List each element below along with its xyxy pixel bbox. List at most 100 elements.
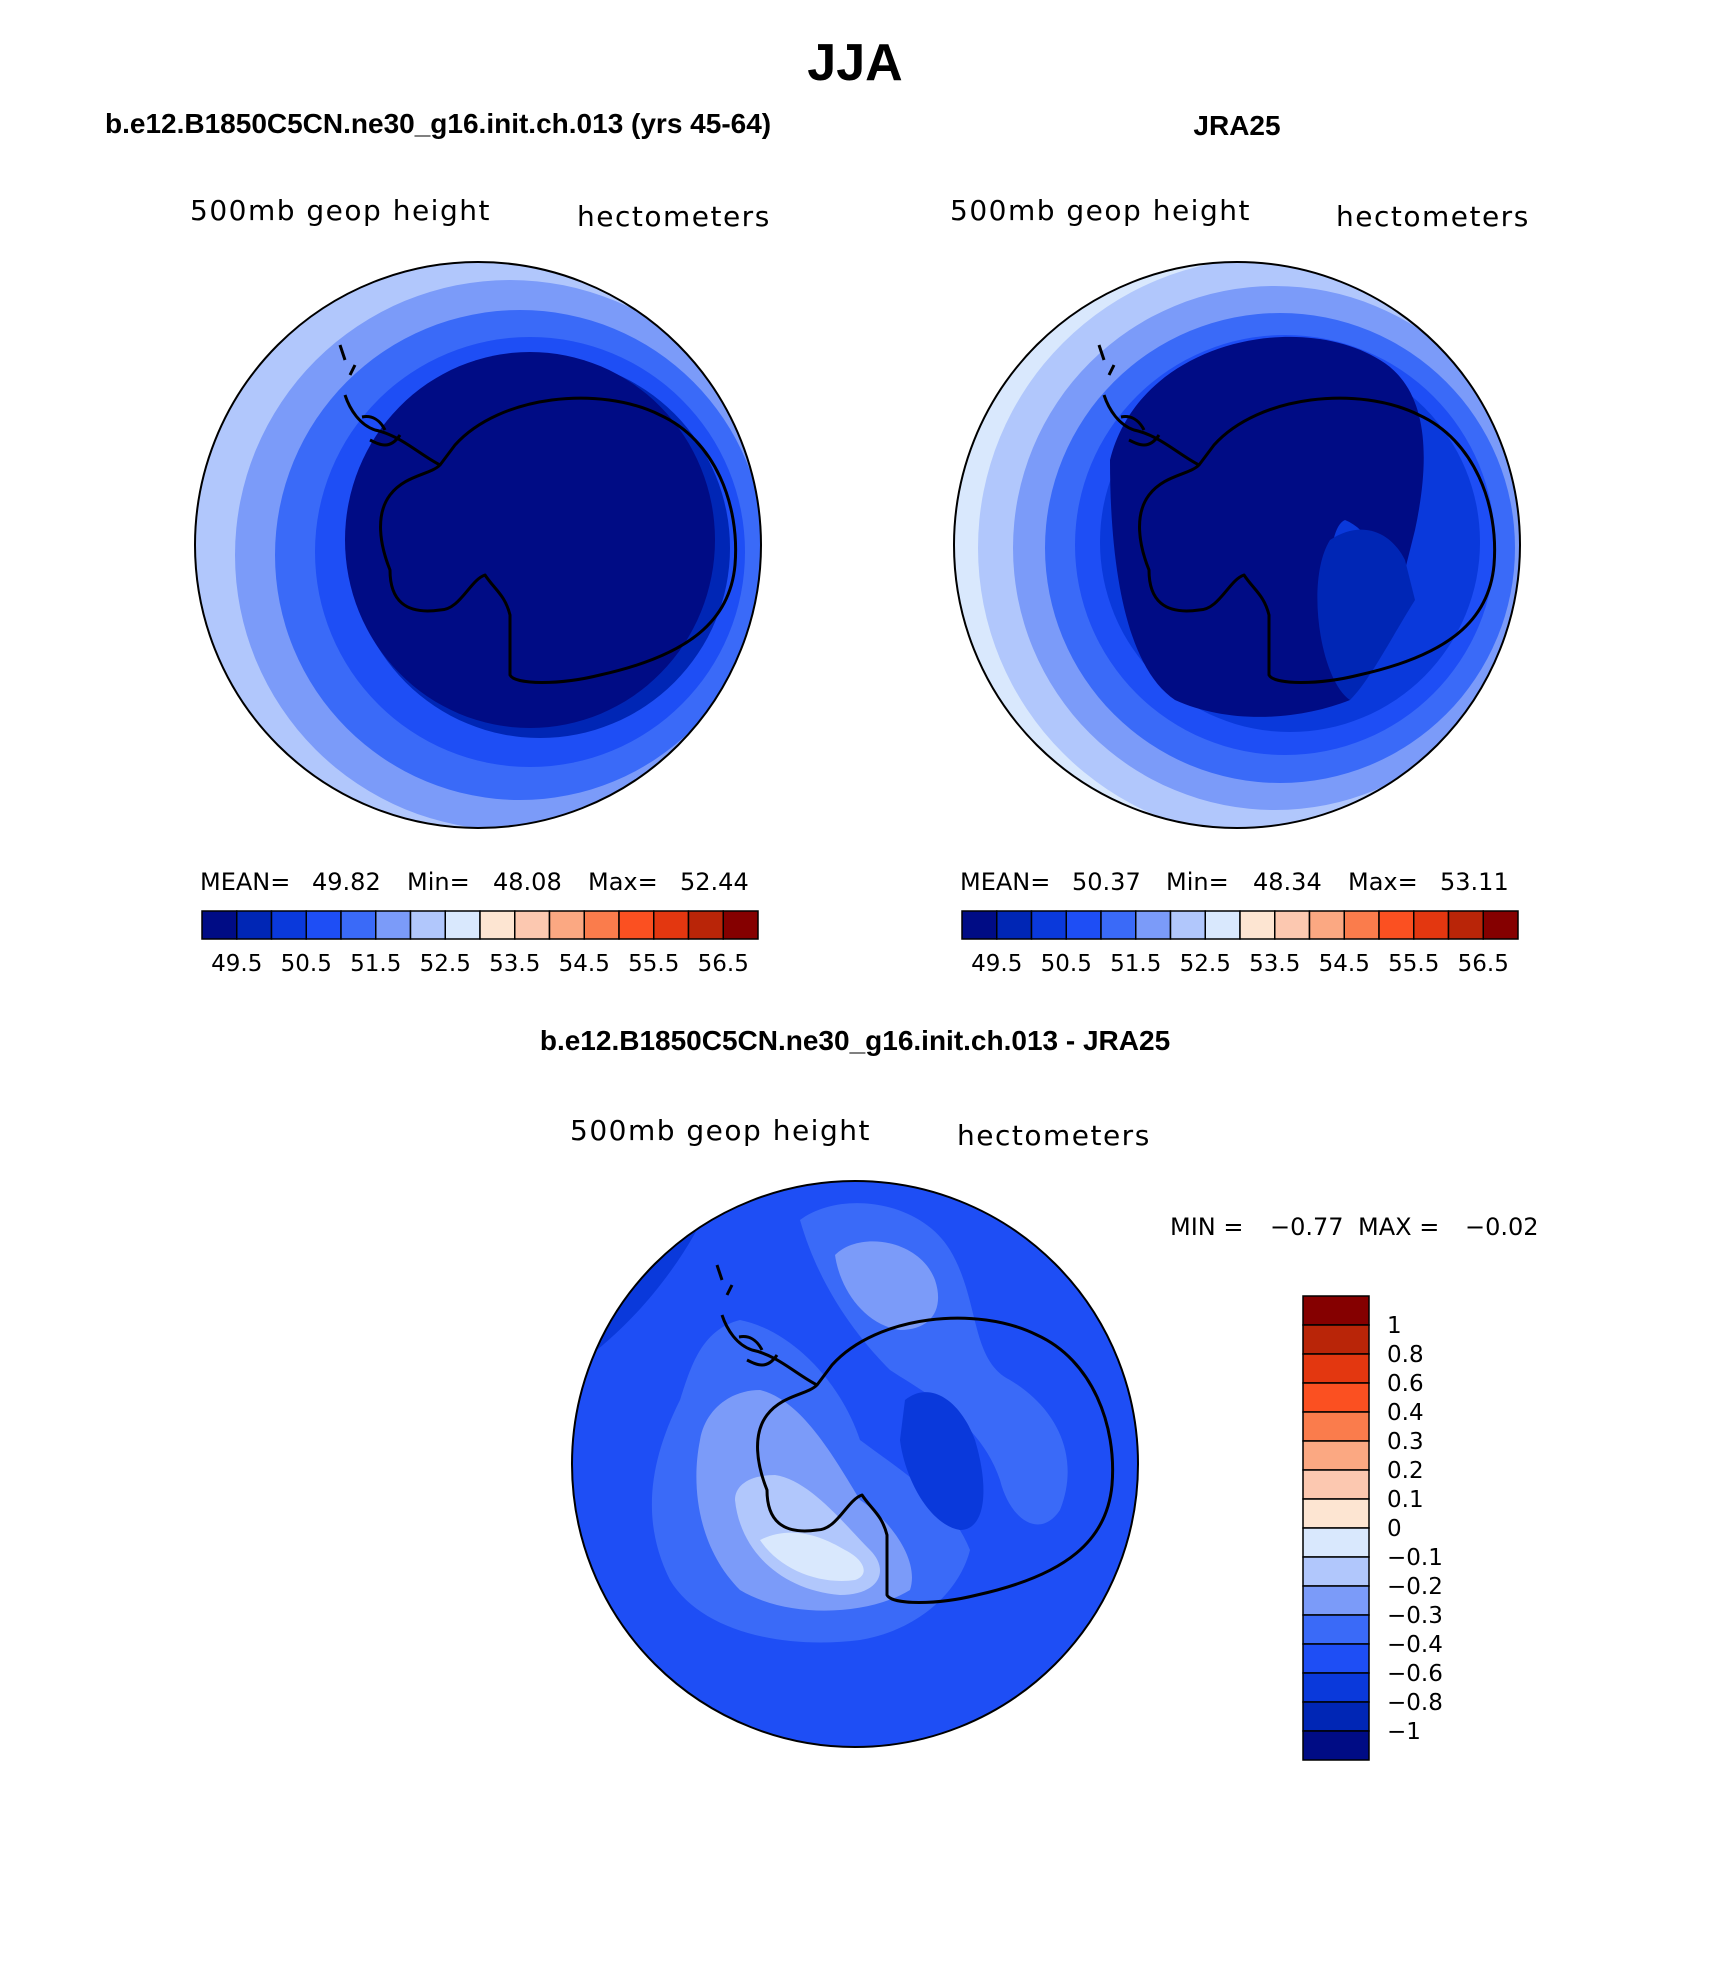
diff-max-value: −0.02 — [1465, 1213, 1539, 1241]
colorbar-diff — [1302, 1295, 1370, 1761]
colorbar-tick-label: −0.6 — [1387, 1661, 1443, 1687]
colorbar-swatch — [1302, 1324, 1370, 1355]
colorbar-swatch — [1302, 1672, 1370, 1703]
colorbar-tick-label: 1 — [1387, 1313, 1402, 1339]
stat-min-value: 48.34 — [1253, 868, 1322, 896]
panel-diff: b.e12.B1850C5CN.ne30_g16.init.ch.013 - J… — [540, 1025, 1539, 1761]
colorbar-tick-label: 50.5 — [281, 951, 332, 977]
panel-obs-unit-label: hectometers — [1336, 200, 1530, 233]
colorbar-tick-label: 0.8 — [1387, 1342, 1424, 1368]
colorbar-swatch — [1447, 910, 1484, 940]
colorbar-swatch — [201, 910, 238, 940]
colorbar-swatch — [722, 910, 759, 940]
colorbar-swatch — [1302, 1585, 1370, 1616]
polar-map-obs — [954, 262, 1520, 828]
panel-diff-field-label: 500mb geop height — [570, 1114, 871, 1147]
colorbar-tick-label: −0.1 — [1387, 1545, 1443, 1571]
colorbar-tick-label: 49.5 — [211, 951, 262, 977]
map-boundary-obs — [953, 261, 1521, 829]
colorbar-swatch — [1302, 1440, 1370, 1471]
colorbar-swatch — [996, 910, 1033, 940]
colorbar-swatch — [236, 910, 273, 940]
panel-model-title: b.e12.B1850C5CN.ne30_g16.init.ch.013 (yr… — [105, 108, 771, 139]
stat-mean-value: 50.37 — [1072, 868, 1141, 896]
figure-title: JJA — [807, 34, 902, 92]
colorbar-swatch — [1065, 910, 1102, 940]
diff-min-value: −0.77 — [1270, 1213, 1344, 1241]
panel-model-unit-label: hectometers — [577, 200, 771, 233]
colorbar-swatch — [479, 910, 516, 940]
colorbar-model-ticks: 49.5 50.5 51.5 52.5 53.5 54.5 55.5 56.5 — [211, 951, 749, 977]
colorbar-model — [201, 910, 759, 940]
colorbar-obs-ticks: 49.5 50.5 51.5 52.5 53.5 54.5 55.5 56.5 — [971, 951, 1509, 977]
colorbar-tick-label: 53.5 — [1249, 951, 1300, 977]
colorbar-swatch — [1302, 1527, 1370, 1558]
colorbar-swatch — [1302, 1411, 1370, 1442]
colorbar-swatch — [1204, 910, 1241, 940]
colorbar-swatch — [1302, 1556, 1370, 1587]
colorbar-diff-ticks: 1 0.8 0.6 0.4 0.3 0.2 0.1 0 −0.1 −0.2 −0.3 −0.4 −0.6… — [1387, 1313, 1443, 1745]
panel-model-field-label: 500mb geop height — [190, 194, 491, 227]
stat-max-label: Max= — [588, 868, 658, 896]
stat-mean-label: MEAN= — [960, 868, 1050, 896]
stats-obs: MEAN= 50.37 Min= 48.34 Max= 53.11 — [960, 868, 1509, 896]
colorbar-tick-label: 55.5 — [1388, 951, 1439, 977]
colorbar-tick-label: 54.5 — [559, 951, 610, 977]
panel-obs: JRA25 500mb geop height hectometers MEAN… — [950, 110, 1530, 977]
colorbar-swatch — [1378, 910, 1415, 940]
colorbar-tick-label: 53.5 — [489, 951, 540, 977]
colorbar-swatch — [1302, 1382, 1370, 1413]
panel-diff-title: b.e12.B1850C5CN.ne30_g16.init.ch.013 - J… — [540, 1025, 1170, 1056]
colorbar-swatch — [1100, 910, 1137, 940]
colorbar-tick-label: −0.4 — [1387, 1632, 1443, 1658]
colorbar-swatch — [687, 910, 724, 940]
colorbar-swatch — [375, 910, 412, 940]
colorbar-swatch — [1302, 1730, 1370, 1761]
colorbar-tick-label: 56.5 — [698, 951, 749, 977]
colorbar-swatch — [1302, 1643, 1370, 1674]
stat-min-label: Min= — [1166, 868, 1229, 896]
colorbar-swatch — [340, 910, 377, 940]
colorbar-swatch — [961, 910, 998, 940]
colorbar-tick-label: 0.4 — [1387, 1400, 1424, 1426]
colorbar-swatch — [1302, 1469, 1370, 1500]
stat-min-label: Min= — [407, 868, 470, 896]
colorbar-tick-label: 54.5 — [1319, 951, 1370, 977]
panel-model: b.e12.B1850C5CN.ne30_g16.init.ch.013 (yr… — [105, 108, 771, 977]
map-boundary-diff — [571, 1180, 1139, 1748]
colorbar-swatch — [1413, 910, 1450, 940]
stat-min-value: 48.08 — [493, 868, 562, 896]
map-boundary-model — [194, 261, 762, 829]
colorbar-swatch — [1302, 1614, 1370, 1645]
colorbar-tick-label: 52.5 — [1180, 951, 1231, 977]
colorbar-tick-label: −0.8 — [1387, 1690, 1443, 1716]
minmax-diff: MIN = −0.77 MAX = −0.02 — [1170, 1213, 1539, 1241]
colorbar-tick-label: −0.2 — [1387, 1574, 1443, 1600]
colorbar-tick-label: 51.5 — [1110, 951, 1161, 977]
colorbar-swatch — [1302, 1498, 1370, 1529]
colorbar-swatch — [409, 910, 446, 940]
panel-obs-title: JRA25 — [1193, 110, 1280, 141]
stat-mean-value: 49.82 — [312, 868, 381, 896]
colorbar-tick-label: 0.6 — [1387, 1371, 1424, 1397]
panel-obs-field-label: 500mb geop height — [950, 194, 1251, 227]
stats-model: MEAN= 49.82 Min= 48.08 Max= 52.44 — [200, 868, 749, 896]
colorbar-swatch — [1482, 910, 1519, 940]
colorbar-swatch — [1308, 910, 1345, 940]
colorbar-swatch — [1135, 910, 1172, 940]
colorbar-tick-label: 50.5 — [1041, 951, 1092, 977]
colorbar-swatch — [1302, 1353, 1370, 1384]
colorbar-swatch — [618, 910, 655, 940]
colorbar-swatch — [1169, 910, 1206, 940]
colorbar-tick-label: 0.3 — [1387, 1429, 1424, 1455]
colorbar-swatch — [1343, 910, 1380, 940]
colorbar-tick-label: 49.5 — [971, 951, 1022, 977]
polar-map-diff — [572, 1181, 1138, 1747]
colorbar-tick-label: −0.3 — [1387, 1603, 1443, 1629]
colorbar-swatch — [1239, 910, 1276, 940]
colorbar-swatch — [305, 910, 342, 940]
diff-max-label: MAX = — [1358, 1213, 1439, 1241]
colorbar-tick-label: 0 — [1387, 1516, 1402, 1542]
colorbar-swatch — [653, 910, 690, 940]
diff-min-label: MIN = — [1170, 1213, 1243, 1241]
